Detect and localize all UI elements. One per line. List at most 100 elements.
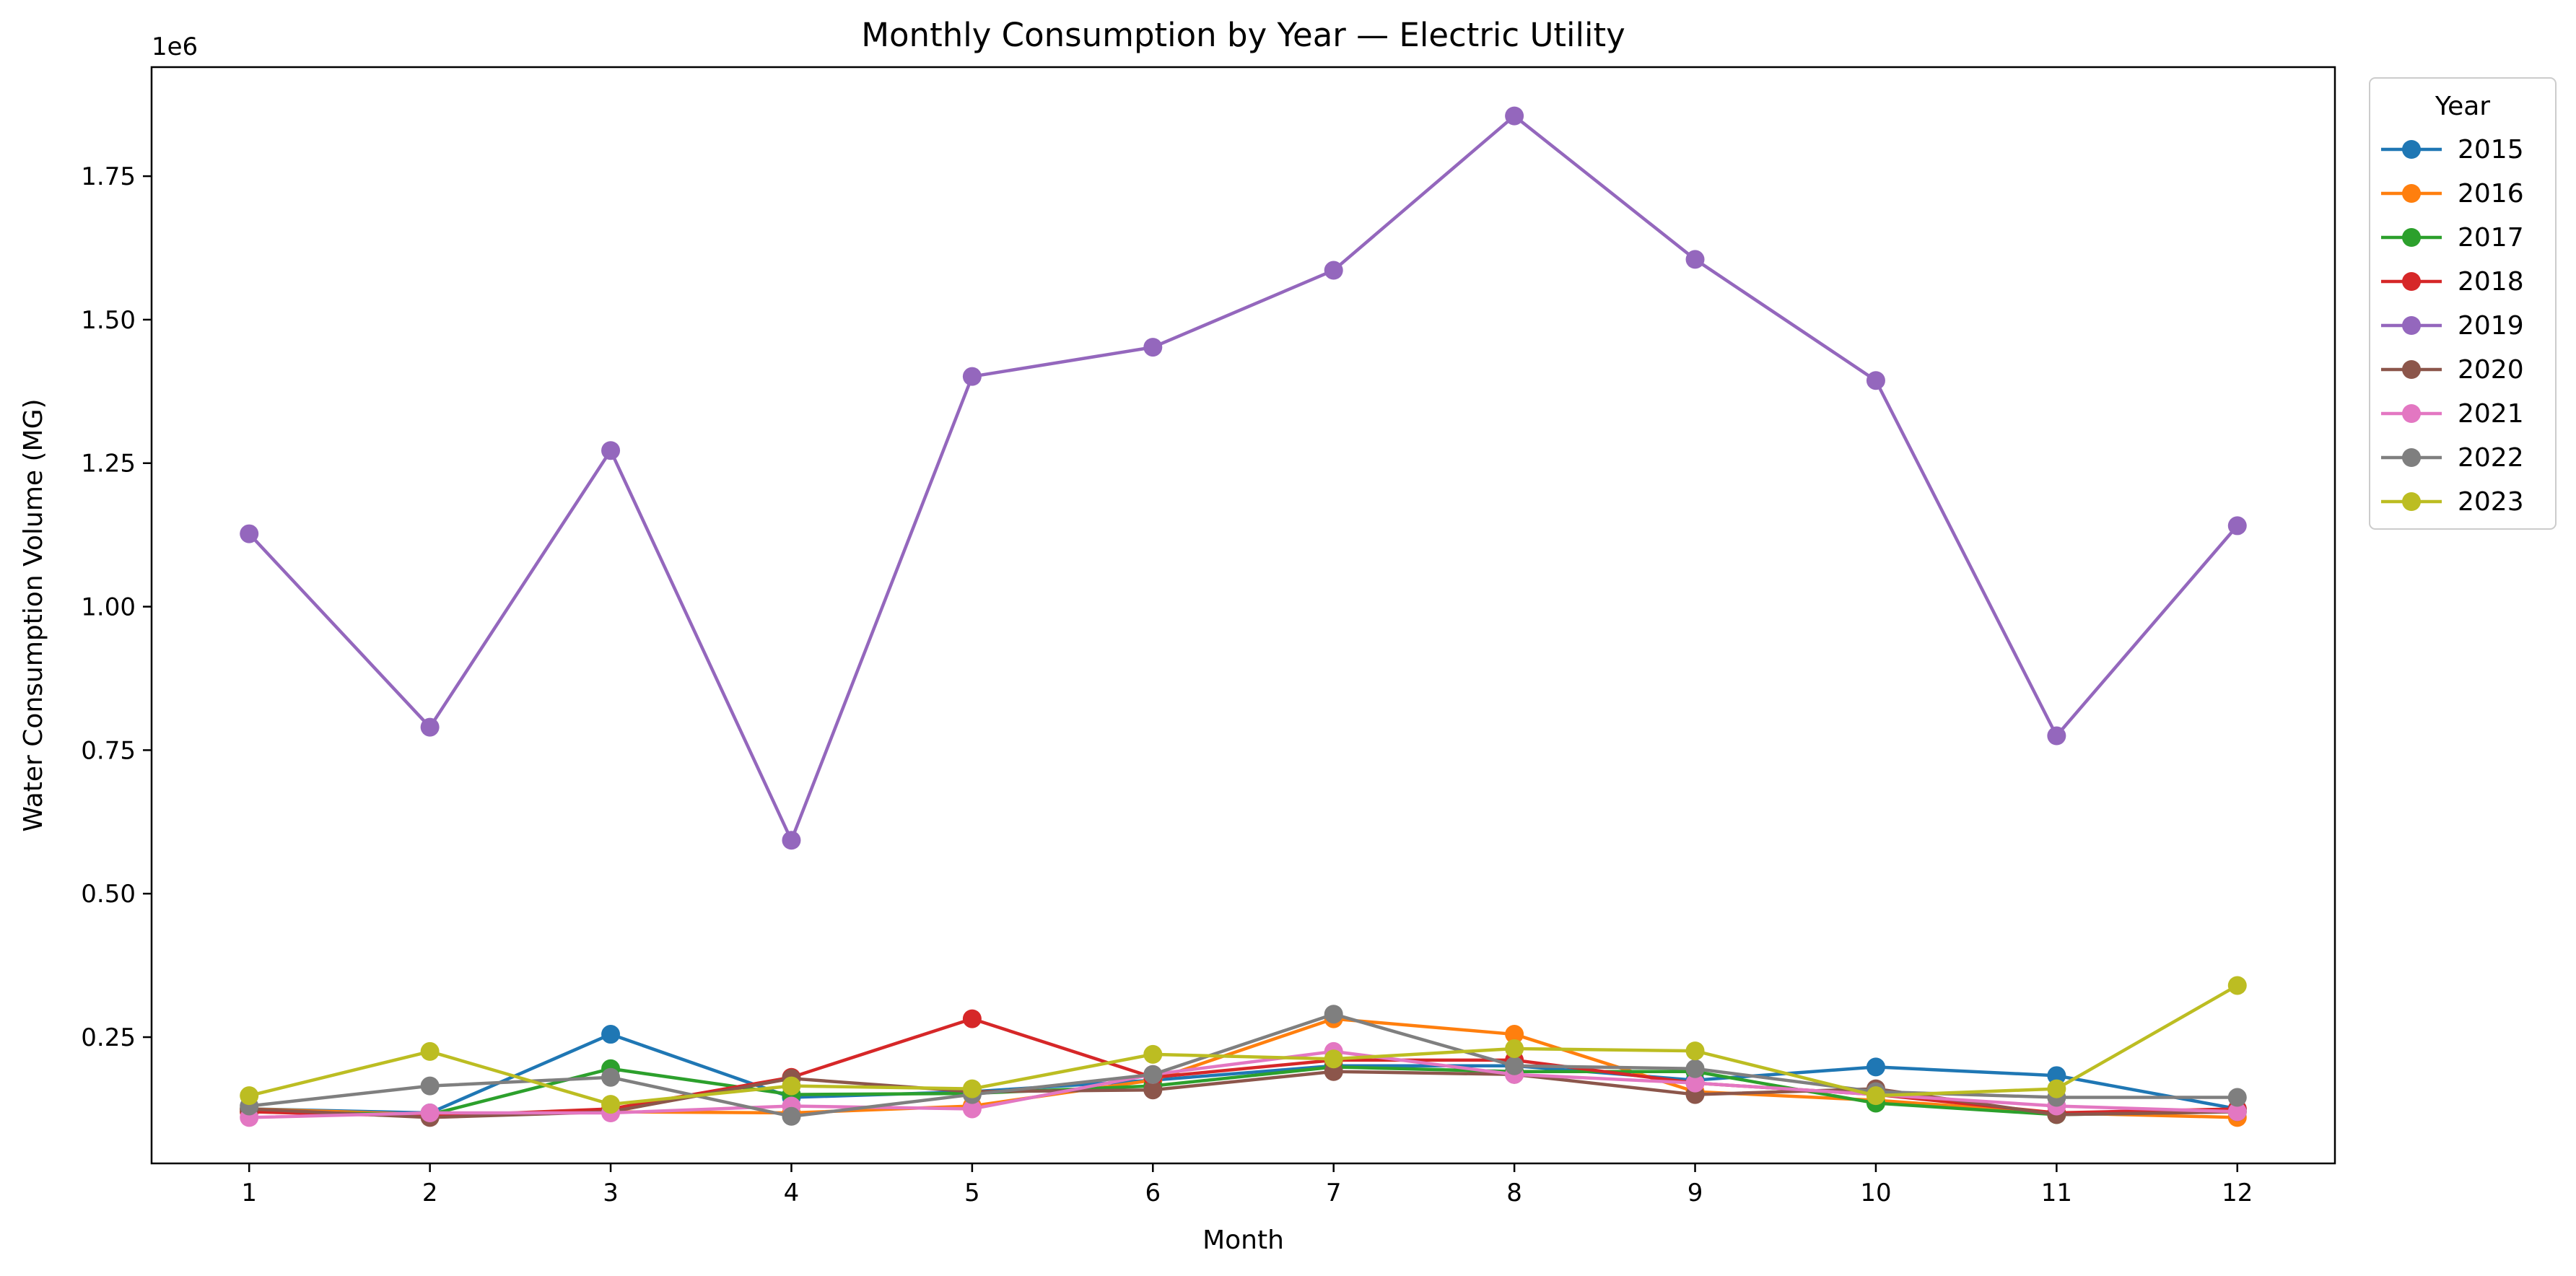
data-point	[1685, 1059, 1705, 1078]
data-point	[782, 1106, 801, 1126]
x-tick-label: 10	[1860, 1179, 1891, 1207]
legend-label: 2017	[2458, 223, 2524, 253]
data-point	[1324, 261, 1343, 280]
y-tick-label: 0.50	[81, 880, 136, 909]
data-point	[782, 831, 801, 850]
x-tick-label: 6	[1145, 1179, 1161, 1207]
y-tick-label: 0.75	[81, 736, 136, 765]
y-tick-label: 1.25	[81, 450, 136, 478]
legend-label: 2020	[2458, 355, 2524, 385]
series-line-2022	[248, 1012, 2237, 1119]
legend-item-2019: 2019	[2381, 311, 2524, 341]
legend-label: 2016	[2458, 179, 2524, 209]
series-layer	[240, 106, 2247, 1127]
legend-label: 2022	[2458, 443, 2524, 473]
legend-label: 2015	[2458, 135, 2524, 165]
data-point	[2227, 1102, 2247, 1122]
data-point	[601, 1095, 621, 1114]
data-point	[2227, 1088, 2247, 1107]
legend-swatch-marker	[2402, 272, 2421, 291]
data-point	[1505, 106, 1524, 126]
legend-item-2023: 2023	[2381, 487, 2524, 517]
data-point	[601, 441, 621, 460]
data-point	[240, 524, 259, 543]
y-tick-label: 1.50	[81, 306, 136, 335]
legend-label: 2021	[2458, 399, 2524, 429]
chart-title: Monthly Consumption by Year — Electric U…	[861, 16, 1625, 54]
data-point	[2047, 1066, 2066, 1085]
data-point	[420, 717, 440, 737]
data-point	[601, 1067, 621, 1087]
data-point	[2227, 516, 2247, 536]
legend-item-2015: 2015	[2381, 135, 2524, 165]
legend-item-2018: 2018	[2381, 267, 2524, 297]
x-tick-label: 4	[784, 1179, 800, 1207]
x-tick-label: 9	[1688, 1179, 1703, 1207]
legend-item-2020: 2020	[2381, 355, 2524, 385]
legend-item-2016: 2016	[2381, 179, 2524, 209]
legend-swatch-marker	[2402, 228, 2421, 247]
legend-title: Year	[2435, 92, 2490, 121]
x-axis-label: Month	[1202, 1225, 1284, 1255]
legend-item-2021: 2021	[2381, 399, 2524, 429]
x-axis: 1 2 3 4 5 6 7 8 9 10 11 12	[241, 1163, 2253, 1207]
data-point	[1685, 250, 1705, 269]
data-point	[962, 367, 982, 386]
data-point	[1143, 1065, 1163, 1084]
legend-item-2022: 2022	[2381, 443, 2524, 473]
data-point	[1324, 1005, 1343, 1024]
series-2019	[240, 106, 2247, 850]
data-point	[1143, 338, 1163, 357]
legend: Year 2015 2016 2017 2018 2019 2020 2021 2022 202…	[2369, 77, 2557, 530]
data-point	[240, 1086, 259, 1106]
y-axis: 0.25 0.50 0.75 1.00 1.25 1.50 1.75	[81, 162, 152, 1052]
data-point	[420, 1104, 440, 1123]
data-point	[1505, 1025, 1524, 1044]
y-axis-label: Water Consumption Volume (MG)	[19, 398, 48, 831]
legend-swatch-marker	[2402, 140, 2421, 159]
data-point	[1685, 1073, 1705, 1093]
series-line-2023	[248, 984, 2238, 1106]
data-point	[2047, 1079, 2066, 1098]
x-tick-label: 11	[2041, 1179, 2072, 1207]
data-point	[1866, 371, 1885, 390]
legend-swatch-marker	[2402, 448, 2421, 467]
legend-swatch-marker	[2402, 316, 2421, 335]
data-point	[1324, 1049, 1343, 1069]
x-tick-label: 7	[1326, 1179, 1342, 1207]
plot-area	[150, 66, 2336, 1165]
data-point	[962, 1099, 982, 1119]
data-point	[2227, 976, 2247, 995]
series-line-2017	[249, 1065, 2237, 1116]
x-tick-label: 5	[964, 1179, 980, 1207]
legend-swatch-marker	[2402, 360, 2421, 379]
legend-swatch-marker	[2402, 492, 2421, 511]
y-axis-offset-text: 1e6	[152, 32, 198, 61]
data-point	[1143, 1080, 1163, 1100]
series-line-2018	[249, 1017, 2237, 1119]
data-point	[1685, 1041, 1705, 1061]
data-point	[1143, 1044, 1163, 1064]
y-tick-label: 0.25	[81, 1023, 136, 1052]
series-line-2015	[249, 1032, 2238, 1115]
legend-label: 2019	[2458, 311, 2524, 341]
data-point	[962, 1009, 982, 1028]
data-point	[1505, 1056, 1524, 1075]
data-point	[1866, 1086, 1885, 1106]
legend-item-2017: 2017	[2381, 223, 2524, 253]
series-line-2019	[248, 114, 2239, 842]
series-line-2021	[249, 1049, 2237, 1119]
x-tick-label: 12	[2222, 1179, 2253, 1207]
data-point	[601, 1025, 621, 1044]
x-tick-label: 3	[603, 1179, 619, 1207]
x-tick-label: 1	[241, 1179, 257, 1207]
legend-label: 2023	[2458, 487, 2524, 517]
y-tick-label: 1.75	[81, 162, 136, 191]
y-tick-label: 1.00	[81, 593, 136, 622]
legend-swatch-marker	[2402, 404, 2421, 423]
data-point	[2047, 726, 2066, 746]
x-tick-label: 2	[422, 1179, 438, 1207]
legend-swatch-marker	[2402, 184, 2421, 203]
series-2023	[240, 976, 2247, 1114]
